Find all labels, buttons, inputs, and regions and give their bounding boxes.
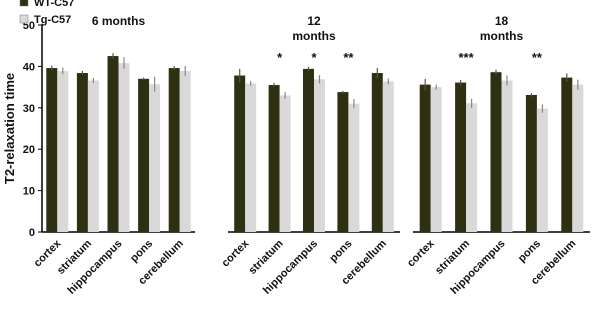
bar [337, 92, 349, 233]
bar [490, 72, 502, 232]
bar [107, 56, 119, 232]
panel-title: 12 months [292, 14, 336, 43]
x-tick-label: cortex [219, 237, 251, 269]
bar [466, 103, 478, 232]
significance: * [277, 50, 283, 65]
bar [57, 70, 69, 232]
bar [525, 94, 537, 232]
bar [118, 63, 130, 233]
bar [138, 78, 150, 232]
bar [46, 68, 58, 232]
bar [501, 80, 513, 232]
bar [168, 68, 180, 232]
x-tick-label: pons [327, 238, 354, 265]
bar [179, 70, 191, 232]
bar [76, 73, 88, 232]
bar [419, 84, 431, 232]
legend-label: Tg-C57 [34, 14, 71, 26]
y-tick-label: 40 [23, 61, 35, 73]
bar [279, 95, 291, 232]
legend-swatch [19, 0, 29, 7]
bar [268, 85, 280, 232]
legend-label: WT-C57 [34, 0, 74, 9]
bar [87, 80, 99, 232]
significance: ** [532, 50, 543, 65]
y-tick-label: 20 [23, 144, 35, 156]
bar [149, 84, 161, 233]
bar [371, 73, 383, 232]
bar [303, 68, 314, 232]
y-axis-label: T2-relaxation time [2, 73, 17, 184]
bar [455, 82, 467, 233]
y-tick-label: 10 [23, 186, 35, 198]
significance: * [311, 50, 317, 65]
x-tick-label: pons [516, 238, 543, 265]
legend-swatch [19, 14, 29, 24]
bar [314, 79, 325, 232]
panel-title: 6 months [91, 14, 146, 28]
y-tick-label: 30 [23, 103, 35, 115]
significance: ** [343, 50, 354, 65]
y-tick-label: 0 [29, 227, 35, 239]
bar [348, 103, 360, 232]
panel-title: 18 months [479, 14, 524, 43]
x-tick-label: pons [128, 238, 155, 265]
bar [536, 108, 548, 232]
bar [430, 87, 442, 232]
bar [561, 77, 573, 232]
bar [234, 75, 246, 233]
bar [572, 84, 584, 232]
significance: *** [459, 50, 475, 65]
x-tick-label: hippocampus [66, 238, 125, 297]
x-tick-label: cortex [405, 237, 437, 269]
bar [245, 83, 257, 233]
bar [382, 81, 394, 232]
